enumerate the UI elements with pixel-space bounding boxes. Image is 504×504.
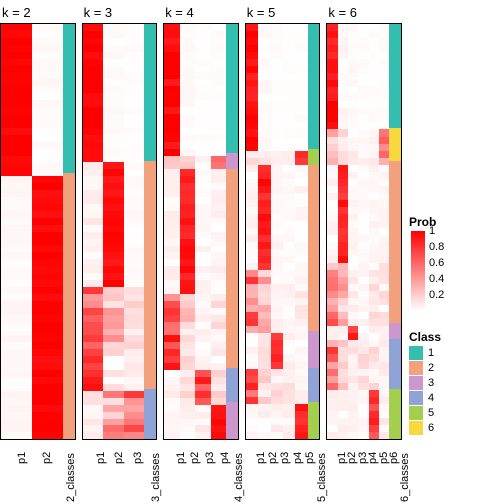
class-swatch	[409, 391, 423, 405]
class-legend-item: 6	[409, 421, 501, 435]
prob-ticks: 10.80.60.40.2	[429, 231, 469, 311]
prob-tick: 1	[429, 225, 435, 237]
figure: k = 2k = 3k = 4k = 5k = 6 p1p22_classesp…	[0, 0, 504, 504]
x-label: p2	[113, 452, 125, 464]
heatmap	[82, 23, 158, 440]
prob-tick: 0.6	[429, 257, 444, 269]
x-label: p5	[304, 452, 316, 464]
x-label: p4	[292, 452, 304, 464]
class-strip	[226, 24, 238, 439]
heatmap-column	[164, 24, 179, 439]
class-label: 2	[428, 362, 434, 374]
class-strip	[63, 24, 75, 439]
x-label: 2_classes	[65, 453, 77, 502]
x-label: p6	[388, 452, 400, 464]
heatmap-column	[180, 24, 195, 439]
panel-row: k = 2 k = 3 k = 4 k = 5 k = 6	[0, 5, 402, 440]
panel-title: k = 6	[326, 5, 402, 23]
class-swatch	[409, 421, 423, 435]
heatmap	[326, 23, 402, 440]
heatmap-column	[283, 24, 295, 439]
class-label: 3	[428, 377, 434, 389]
class-swatch	[409, 361, 423, 375]
class-legend-item: 5	[409, 406, 501, 420]
x-label: p1	[175, 452, 187, 464]
class-legend-title: Class	[409, 330, 501, 344]
prob-gradient	[411, 231, 425, 311]
heatmap-column	[83, 24, 104, 439]
x-label: p1	[16, 452, 28, 464]
prob-legend: Prob 1 0.8 0.6 0.4 0.2	[409, 215, 501, 311]
x-label: p2	[41, 452, 53, 464]
x-label: p1	[95, 452, 107, 464]
x-label: p2	[189, 452, 201, 464]
heatmap-column	[1, 24, 32, 439]
heatmap-column	[211, 24, 226, 439]
panel-title: k = 4	[163, 5, 239, 23]
heatmap-column	[348, 24, 358, 439]
class-strip	[389, 24, 401, 439]
x-label: p4	[367, 452, 379, 464]
x-label: p1	[255, 452, 267, 464]
heatmap-column	[246, 24, 258, 439]
class-label: 5	[428, 407, 434, 419]
class-legend-item: 3	[409, 376, 501, 390]
x-label: p2	[267, 452, 279, 464]
x-label: 4_classes	[233, 453, 245, 502]
x-label: p1	[336, 452, 348, 464]
class-strip	[144, 24, 156, 439]
heatmap-column	[327, 24, 337, 439]
heatmap	[245, 23, 321, 440]
prob-tick: 0.2	[429, 289, 444, 301]
panel-title: k = 3	[82, 5, 158, 23]
class-label: 1	[428, 347, 434, 359]
class-swatch	[409, 376, 423, 390]
x-label: 5_classes	[316, 453, 328, 502]
heatmap-column	[369, 24, 379, 439]
x-label: p4	[219, 452, 231, 464]
x-label: p2	[346, 452, 358, 464]
panel-title: k = 2	[0, 5, 76, 23]
x-label: p3	[132, 452, 144, 464]
heatmap-column	[379, 24, 389, 439]
x-label: p3	[279, 452, 291, 464]
class-legend: Class 1 2 3 4 5 6	[409, 330, 501, 436]
panel-title: k = 5	[245, 5, 321, 23]
heatmap-column	[103, 24, 124, 439]
class-label: 6	[428, 422, 434, 434]
class-label: 4	[428, 392, 434, 404]
heatmap	[163, 23, 239, 440]
x-label: 3_classes	[150, 453, 162, 502]
prob-legend-title: Prob	[409, 215, 501, 229]
heatmap-column	[195, 24, 210, 439]
heatmap	[0, 23, 76, 440]
x-axis-labels: p1p22_classesp1p2p33_classesp1p2p3p44_cl…	[0, 444, 402, 504]
class-swatch	[409, 346, 423, 360]
heatmap-column	[124, 24, 145, 439]
class-strip	[308, 24, 320, 439]
heatmap-column	[258, 24, 270, 439]
x-label: p5	[378, 452, 390, 464]
class-legend-item: 4	[409, 391, 501, 405]
heatmap-column	[295, 24, 307, 439]
heatmap-column	[271, 24, 283, 439]
heatmap-column	[358, 24, 368, 439]
x-label: p3	[204, 452, 216, 464]
heatmap-column	[338, 24, 348, 439]
class-legend-item: 1	[409, 346, 501, 360]
heatmap-column	[32, 24, 63, 439]
class-legend-items: 1 2 3 4 5 6	[409, 346, 501, 435]
class-swatch	[409, 406, 423, 420]
prob-tick: 0.8	[429, 241, 444, 253]
class-legend-item: 2	[409, 361, 501, 375]
prob-tick: 0.4	[429, 273, 444, 285]
x-label: p3	[357, 452, 369, 464]
x-label: 6_classes	[399, 453, 411, 502]
